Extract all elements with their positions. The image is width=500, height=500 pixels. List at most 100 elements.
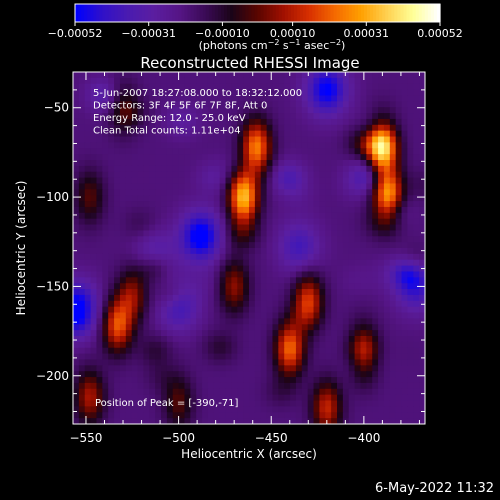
heatmap-cell: [243, 259, 250, 267]
heatmap-cell: [307, 365, 315, 372]
heatmap-cell: [161, 242, 168, 249]
heatmap-cell: [301, 259, 309, 267]
heatmap-cell: [266, 289, 273, 296]
heatmap-cell: [284, 177, 291, 184]
heatmap-cell: [143, 353, 150, 360]
heatmap-cell: [166, 418, 174, 425]
heatmap-cell: [202, 359, 209, 366]
heatmap-cell: [243, 95, 250, 102]
heatmap-cell: [378, 294, 385, 302]
heatmap-cell: [360, 271, 367, 278]
heatmap-cell: [272, 95, 279, 102]
heatmap-cell: [278, 195, 285, 202]
heatmap-cell: [178, 160, 185, 167]
heatmap-cell: [278, 347, 285, 355]
heatmap-cell: [383, 336, 391, 343]
heatmap-cell: [372, 253, 379, 261]
heatmap-cell: [96, 336, 103, 343]
heatmap-cell: [337, 306, 344, 314]
heatmap-cell: [90, 265, 97, 272]
heatmap-cell: [172, 142, 180, 149]
heatmap-cell: [143, 388, 150, 396]
heatmap-cell: [207, 130, 215, 138]
heatmap-cell: [383, 324, 391, 331]
heatmap-cell: [249, 183, 256, 190]
heatmap-cell: [225, 253, 232, 261]
y-axis-label: Heliocentric Y (arcsec): [14, 181, 28, 316]
heatmap-cell: [143, 412, 150, 419]
heatmap-cell: [143, 101, 150, 108]
heatmap-cell: [178, 218, 185, 226]
heatmap-cell: [319, 160, 326, 167]
heatmap-cell: [172, 218, 180, 226]
heatmap-cell: [389, 242, 397, 249]
heatmap-cell: [231, 371, 238, 378]
heatmap-cell: [207, 400, 215, 407]
heatmap-cell: [354, 318, 361, 325]
heatmap-cell: [325, 265, 332, 272]
heatmap-cell: [166, 306, 174, 314]
heatmap-cell: [413, 271, 420, 278]
heatmap-cell: [207, 124, 215, 132]
heatmap-cell: [331, 394, 338, 402]
heatmap-cell: [225, 248, 232, 255]
heatmap-cell: [407, 359, 414, 366]
heatmap-cell: [419, 353, 426, 360]
heatmap-cell: [272, 336, 279, 343]
heatmap-cell: [260, 224, 268, 231]
heatmap-cell: [78, 230, 86, 237]
heatmap-cell: [237, 248, 244, 255]
heatmap-cell: [301, 195, 309, 202]
heatmap-cell: [389, 418, 397, 425]
heatmap-cell: [149, 148, 156, 155]
heatmap-cell: [243, 353, 250, 360]
heatmap-cell: [337, 377, 344, 384]
heatmap-cell: [90, 382, 97, 390]
heatmap-cell: [184, 365, 191, 372]
heatmap-cell: [137, 359, 144, 366]
colorbar: −0.00052 −0.00031 −0.00010 0.00010 0.00031 0.…: [48, 3, 463, 40]
colorbar-segment: [175, 4, 180, 22]
colorbar-segment: [278, 4, 283, 22]
heatmap-cell: [207, 248, 215, 255]
heatmap-cell: [325, 277, 332, 284]
heatmap-cell: [102, 271, 109, 278]
heatmap-cell: [219, 206, 227, 214]
heatmap-cell: [190, 365, 197, 372]
heatmap-cell: [307, 236, 315, 243]
heatmap-cell: [319, 318, 326, 325]
heatmap-cell: [366, 95, 373, 102]
heatmap-cell: [290, 418, 297, 425]
heatmap-cell: [184, 165, 191, 173]
heatmap-cell: [73, 236, 80, 243]
heatmap-cell: [196, 224, 203, 231]
heatmap-cell: [131, 283, 139, 290]
heatmap-cell: [102, 382, 109, 390]
heatmap-cell: [419, 101, 426, 108]
heatmap-cell: [78, 277, 86, 284]
heatmap-cell: [295, 347, 303, 355]
heatmap-cell: [366, 177, 373, 184]
heatmap-cell: [307, 418, 315, 425]
heatmap-cell: [413, 248, 420, 255]
heatmap-cell: [125, 142, 133, 149]
heatmap-cell: [278, 312, 285, 319]
heatmap-cell: [319, 341, 326, 349]
heatmap-cell: [389, 124, 397, 132]
heatmap-cell: [172, 183, 180, 190]
heatmap-cell: [307, 171, 315, 179]
heatmap-cell: [125, 160, 133, 167]
heatmap-cell: [389, 394, 397, 402]
heatmap-cell: [407, 136, 414, 143]
heatmap-cell: [413, 306, 420, 314]
heatmap-cell: [190, 77, 197, 85]
heatmap-cell: [243, 236, 250, 243]
heatmap-cell: [419, 359, 426, 366]
heatmap-cell: [354, 412, 361, 419]
colorbar-segment: [427, 4, 432, 22]
heatmap-cell: [119, 154, 127, 161]
heatmap-cell: [284, 318, 291, 325]
heatmap-cell: [202, 218, 209, 226]
heatmap-cell: [284, 253, 291, 261]
heatmap-cell: [237, 312, 244, 319]
